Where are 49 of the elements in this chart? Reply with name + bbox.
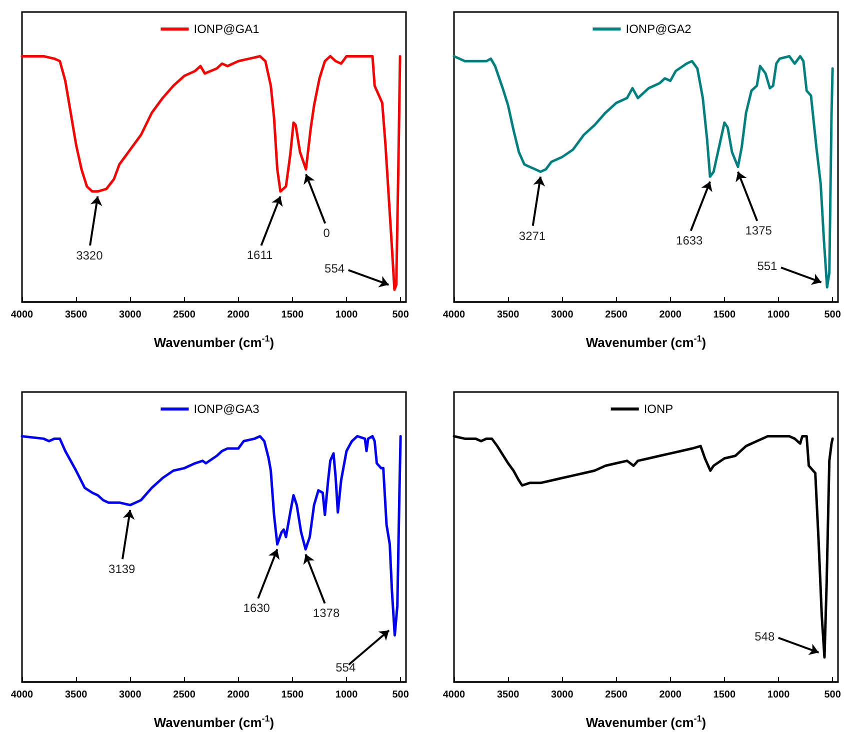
x-tick-label: 500	[392, 310, 410, 320]
annotation: 1633	[676, 233, 704, 248]
annotation: 1630	[243, 601, 270, 616]
x-tick-label: 1000	[335, 690, 358, 700]
x-tick-label: 500	[824, 310, 842, 320]
x-tick-label: 3000	[119, 690, 142, 700]
x-tick-label: 4000	[10, 310, 34, 320]
annotation: 548	[754, 629, 775, 644]
x-tick-label: 1000	[767, 310, 790, 320]
x-tick-label: 2000	[227, 310, 250, 320]
x-tick-label: 2500	[173, 310, 196, 320]
x-tick-label: 4000	[442, 310, 466, 320]
x-tick-label: 4000	[10, 690, 34, 700]
annotation: 3271	[518, 228, 546, 243]
annotation: 3139	[108, 562, 136, 576]
x-tick-label: 1500	[713, 690, 736, 700]
x-tick-label: 2500	[605, 690, 628, 700]
annotation: 1611	[246, 248, 273, 262]
legend-label: IONP@GA2	[626, 22, 692, 36]
x-tick-label: 2500	[173, 690, 196, 700]
x-tick-label: 1000	[335, 310, 358, 320]
x-tick-label: 3000	[551, 690, 574, 700]
annotation: 551	[757, 259, 778, 274]
legend-label: IONP@GA3	[194, 402, 260, 416]
x-tick-label: 1500	[281, 690, 304, 700]
x-tick-label: 500	[392, 690, 410, 700]
annotation: 0	[323, 226, 330, 240]
annotation: 1375	[745, 224, 772, 238]
x-tick-label: 3000	[551, 310, 574, 320]
legend-label: IONP	[644, 402, 674, 416]
x-tick-label: 3500	[496, 690, 520, 700]
annotation: 1378	[312, 606, 340, 620]
legend-label: IONP@GA1	[194, 22, 260, 36]
x-tick-label: 3000	[119, 310, 142, 320]
x-tick-label: 3500	[496, 310, 520, 320]
x-tick-label: 2000	[227, 690, 250, 700]
x-tick-label: 3500	[64, 690, 88, 700]
x-tick-label: 1500	[713, 310, 736, 320]
annotation: 3320	[76, 248, 104, 262]
x-tick-label: 1000	[767, 690, 790, 700]
x-tick-label: 500	[824, 690, 842, 700]
x-tick-label: 2000	[659, 310, 682, 320]
x-tick-label: 4000	[442, 690, 466, 700]
annotation: 554	[336, 660, 356, 674]
x-tick-label: 3500	[64, 310, 88, 320]
x-tick-label: 1500	[281, 310, 304, 320]
x-tick-label: 2500	[605, 310, 628, 320]
x-tick-label: 2000	[659, 690, 682, 700]
annotation: 554	[324, 262, 345, 276]
